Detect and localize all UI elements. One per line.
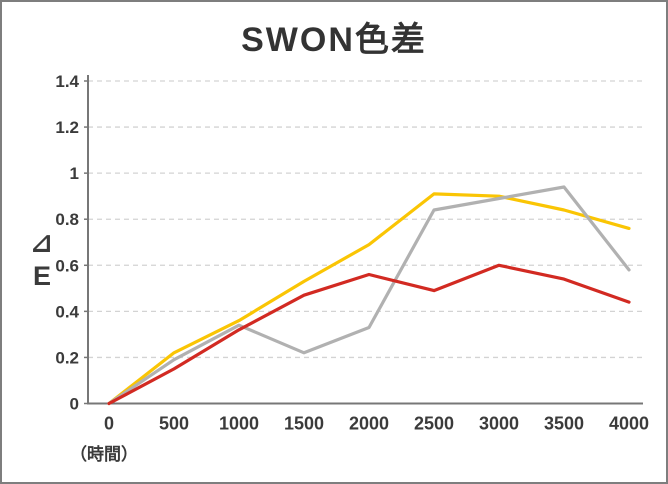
x-tick-label: 3500 [544, 414, 584, 434]
y-axis-label: ⊿E [27, 228, 57, 293]
x-tick-label: 500 [159, 414, 189, 434]
y-tick-label: 0 [70, 395, 79, 414]
y-tick-label: 0.2 [55, 348, 79, 367]
x-tick-label: 3000 [479, 414, 519, 434]
x-axis-unit-label: （時間） [70, 445, 138, 464]
y-tick-label: 0.4 [55, 302, 79, 321]
x-tick-label: 2000 [349, 414, 389, 434]
y-tick-label: 1.2 [55, 118, 79, 137]
x-tick-label: 4000 [609, 414, 649, 434]
x-tick-label: 1000 [219, 414, 259, 434]
x-tick-label: 0 [104, 414, 114, 434]
y-tick-label: 1.4 [55, 72, 79, 91]
y-tick-label: 1 [70, 164, 79, 183]
series-line-red [107, 263, 631, 406]
y-tick-label: 0.8 [55, 210, 79, 229]
x-tick-label: 1500 [284, 414, 324, 434]
x-tick-label: 2500 [414, 414, 454, 434]
series-line-yellow [107, 192, 631, 406]
y-tick-label: 0.6 [55, 256, 79, 275]
chart-title: SWON色差 [241, 21, 427, 59]
series-line-gray [107, 185, 631, 406]
